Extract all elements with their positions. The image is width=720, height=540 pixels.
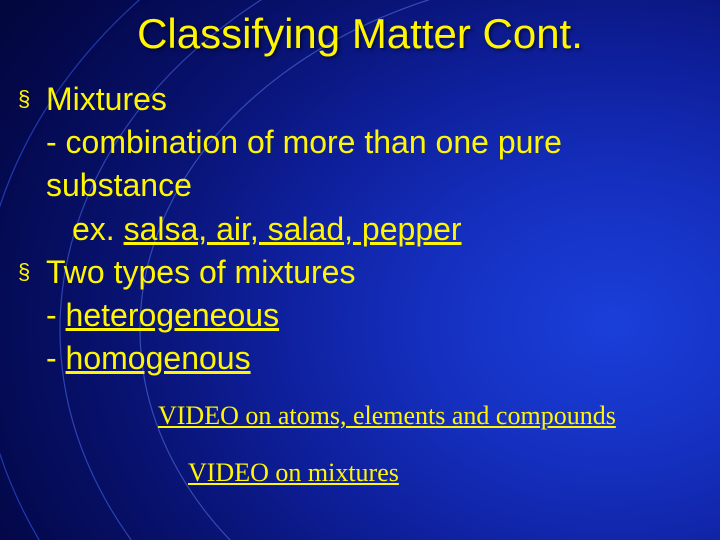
bullet-item: § Mixtures xyxy=(18,78,698,121)
slide: Classifying Matter Cont. § Mixtures - co… xyxy=(0,0,720,540)
bullet-marker: § xyxy=(18,78,46,114)
bullet-subtext: - heterogeneous xyxy=(18,294,698,337)
sub-underlined: homogenous xyxy=(66,340,251,376)
bullet-item: § Two types of mixtures xyxy=(18,251,698,294)
video-link-atoms[interactable]: VIDEO on atoms, elements and compounds xyxy=(158,398,698,433)
sub-prefix: - xyxy=(46,297,66,333)
slide-title: Classifying Matter Cont. xyxy=(0,10,720,58)
bullet-subtext: - combination of more than one pure subs… xyxy=(18,121,698,207)
bullet-subtext: - homogenous xyxy=(18,337,698,380)
sub-underlined: heterogeneous xyxy=(66,297,280,333)
slide-body: § Mixtures - combination of more than on… xyxy=(18,78,698,491)
example-text: salsa, air, salad, pepper xyxy=(124,211,462,247)
bullet-marker: § xyxy=(18,251,46,287)
bullet-example: ex. salsa, air, salad, pepper xyxy=(18,208,698,251)
bullet-text: Mixtures xyxy=(46,78,698,121)
video-link-mixtures[interactable]: VIDEO on mixtures xyxy=(188,455,698,490)
example-prefix: ex. xyxy=(72,211,124,247)
bullet-text: Two types of mixtures xyxy=(46,251,698,294)
sub-prefix: - xyxy=(46,340,66,376)
